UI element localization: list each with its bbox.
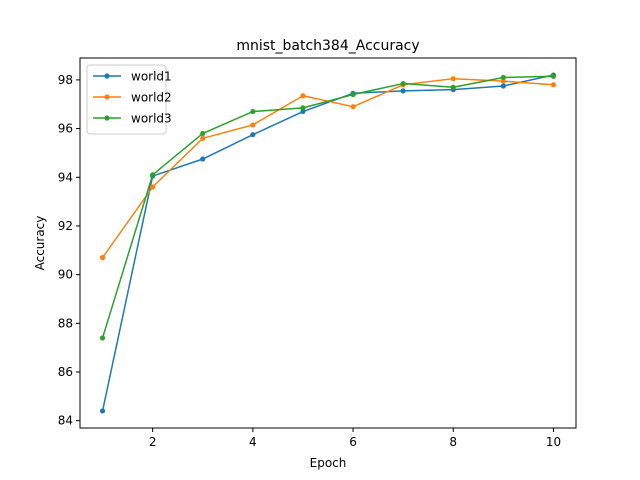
data-point bbox=[550, 73, 557, 79]
legend-label: world1 bbox=[131, 70, 172, 84]
data-point bbox=[250, 132, 256, 138]
data-point bbox=[500, 83, 506, 89]
legend-swatch-marker bbox=[104, 73, 110, 79]
y-tick-label: 88 bbox=[58, 316, 73, 330]
chart-title: mnist_batch384_Accuracy bbox=[236, 38, 419, 54]
data-point bbox=[200, 135, 206, 141]
y-tick-label: 98 bbox=[58, 73, 73, 87]
data-point bbox=[300, 108, 306, 115]
series-line bbox=[101, 75, 554, 339]
y-tick-label: 90 bbox=[58, 268, 73, 282]
data-point bbox=[550, 82, 557, 88]
x-axis-label: Epoch bbox=[310, 456, 347, 470]
legend-label: world3 bbox=[131, 112, 172, 126]
legend-label: world2 bbox=[131, 91, 172, 105]
plot-area bbox=[99, 72, 557, 414]
x-tick-label: 2 bbox=[149, 435, 157, 449]
data-point bbox=[200, 130, 206, 137]
legend-item: world2 bbox=[93, 91, 172, 105]
legend-swatch-marker bbox=[104, 115, 110, 121]
y-tick-label: 92 bbox=[58, 219, 73, 233]
data-point bbox=[300, 105, 306, 111]
y-tick-label: 86 bbox=[58, 365, 73, 379]
series-line bbox=[101, 74, 554, 412]
legend: world1 world2 world3 bbox=[86, 64, 172, 135]
x-tick-label: 4 bbox=[249, 435, 257, 449]
data-point bbox=[150, 172, 156, 178]
y-tick-label: 84 bbox=[58, 414, 73, 428]
data-point bbox=[99, 255, 106, 261]
data-point bbox=[450, 84, 456, 90]
data-point bbox=[250, 108, 256, 115]
y-axis-label: Accuracy bbox=[33, 216, 47, 271]
y-tick-label: 94 bbox=[58, 170, 73, 184]
data-point bbox=[400, 80, 406, 87]
plot-frame bbox=[79, 57, 577, 429]
data-point bbox=[200, 156, 206, 162]
data-point bbox=[500, 74, 506, 81]
data-point bbox=[99, 335, 106, 341]
legend-swatch-marker bbox=[104, 94, 110, 100]
x-tick-label: 10 bbox=[546, 435, 561, 449]
data-point bbox=[250, 122, 256, 128]
data-point bbox=[350, 104, 356, 110]
data-point bbox=[300, 93, 306, 99]
data-point bbox=[99, 408, 106, 414]
data-point bbox=[500, 78, 506, 84]
x-tick-label: 6 bbox=[349, 435, 357, 449]
data-point bbox=[150, 184, 156, 190]
x-tick-label: 8 bbox=[449, 435, 457, 449]
series-world3 bbox=[99, 73, 557, 341]
legend-item: world3 bbox=[93, 112, 172, 126]
data-point bbox=[450, 76, 456, 82]
data-point bbox=[400, 88, 406, 94]
y-tick-label: 96 bbox=[58, 122, 73, 136]
data-point bbox=[350, 91, 356, 98]
legend-item: world1 bbox=[93, 70, 172, 84]
axis-ticks: 2 4 6 8 10 84 86 88 90 92 94 96 98 bbox=[58, 73, 561, 449]
